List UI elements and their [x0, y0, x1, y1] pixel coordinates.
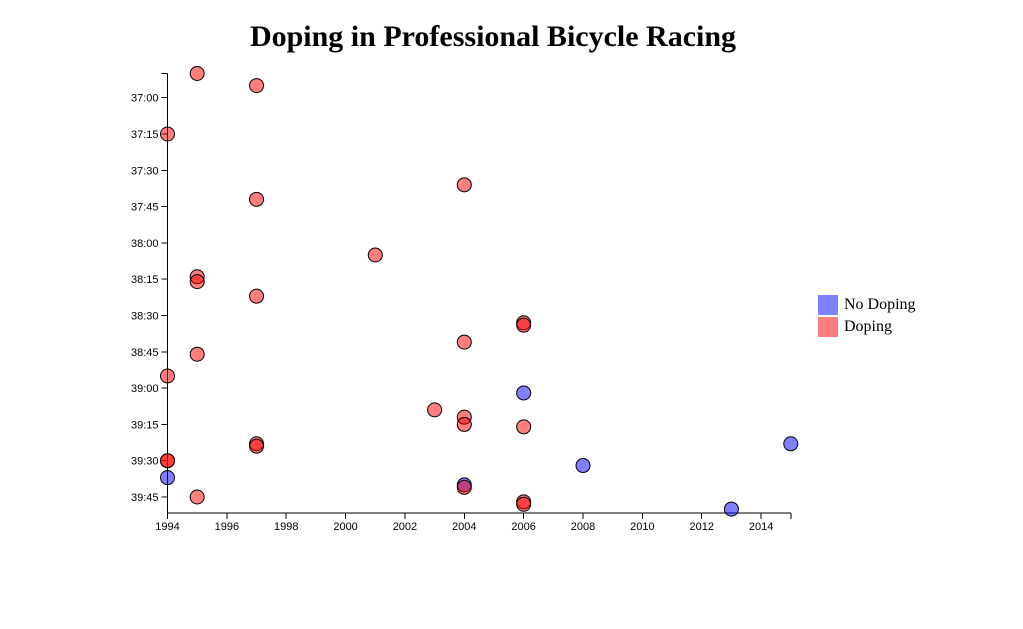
x-tick-label: 2010	[630, 521, 654, 533]
data-point[interactable]	[456, 334, 472, 350]
data-point[interactable]	[160, 470, 175, 486]
legend-swatch-doping	[818, 317, 838, 337]
data-point[interactable]	[189, 346, 205, 362]
y-tick-label: 37:30	[131, 165, 159, 177]
axis-labels: 37:00 37:15 37:30 37:45 38:00 38:15 38:30 38:45…	[131, 93, 773, 533]
data-point[interactable]	[516, 419, 532, 435]
y-tick-label: 38:15	[131, 274, 159, 286]
y-tick-label: 39:15	[131, 419, 159, 431]
data-point[interactable]	[723, 501, 739, 517]
x-tick-label: 2014	[749, 521, 773, 533]
data-point[interactable]	[456, 177, 472, 193]
y-tick-label: 38:00	[131, 238, 159, 250]
y-tick-label: 38:45	[131, 347, 159, 359]
y-tick-label: 39:30	[131, 456, 159, 468]
data-point[interactable]	[575, 458, 591, 474]
y-tick-label: 37:15	[131, 129, 159, 141]
axes	[161, 73, 792, 519]
y-tick-label: 38:30	[131, 311, 159, 323]
chart-title: Doping in Professional Bicycle Racing	[249, 20, 737, 53]
data-point[interactable]	[456, 416, 472, 432]
data-point[interactable]	[783, 436, 799, 452]
data-point[interactable]	[160, 368, 175, 384]
series-doping	[160, 66, 532, 512]
x-tick-label: 2006	[511, 521, 535, 533]
y-tick-label: 39:45	[131, 492, 159, 504]
data-point[interactable]	[427, 402, 443, 418]
y-tick-label: 37:45	[131, 202, 159, 214]
x-tick-label: 2012	[689, 521, 713, 533]
x-tick-label: 2000	[333, 521, 357, 533]
data-point[interactable]	[367, 247, 383, 263]
data-point[interactable]	[516, 496, 532, 512]
data-point[interactable]	[456, 479, 472, 495]
x-tick-label: 2002	[393, 521, 417, 533]
x-tick-label: 1996	[215, 521, 239, 533]
legend: No Doping Doping	[818, 295, 916, 339]
data-point[interactable]	[249, 191, 265, 207]
x-tick-label: 2008	[571, 521, 595, 533]
x-tick-label: 2004	[452, 521, 476, 533]
legend-swatch-no-doping	[818, 295, 838, 315]
data-point[interactable]	[249, 288, 265, 304]
legend-label-no-doping: No Doping	[844, 296, 916, 313]
data-point[interactable]	[160, 453, 175, 469]
y-tick-label: 37:00	[131, 93, 159, 105]
data-point[interactable]	[189, 489, 205, 505]
x-tick-label: 1994	[155, 521, 179, 533]
data-point[interactable]	[189, 274, 205, 290]
legend-label-doping: Doping	[844, 318, 892, 335]
data-point[interactable]	[189, 66, 205, 81]
data-point[interactable]	[516, 385, 532, 401]
x-tick-label: 1998	[274, 521, 298, 533]
data-point[interactable]	[249, 438, 265, 454]
legend-item-doping: Doping	[818, 317, 916, 337]
y-tick-label: 39:00	[131, 383, 159, 395]
legend-item-no-doping: No Doping	[818, 295, 916, 315]
data-point[interactable]	[249, 78, 265, 94]
data-point[interactable]	[516, 317, 532, 333]
data-point[interactable]	[160, 126, 175, 142]
